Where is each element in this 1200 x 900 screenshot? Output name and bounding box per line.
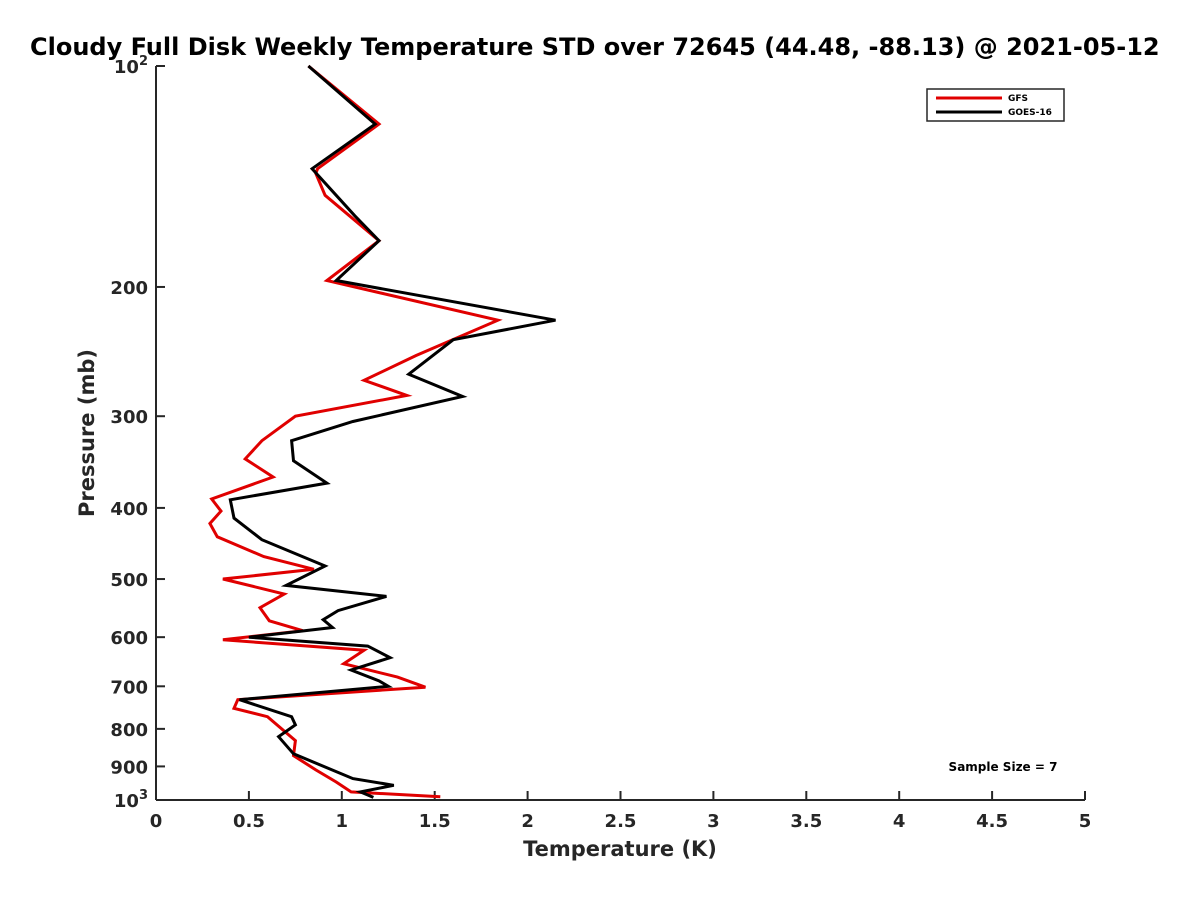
x-tick-label: 3.5 [790, 811, 822, 832]
y-tick-label: 102 [114, 54, 148, 78]
x-tick-label: 5 [1079, 811, 1092, 832]
series-line-goes-16 [228, 64, 556, 799]
y-tick-label: 700 [110, 677, 148, 698]
x-tick-label: 4.5 [976, 811, 1008, 832]
legend-box [926, 88, 1065, 122]
x-tick-label: 0 [150, 811, 163, 832]
y-tick-label: 800 [110, 720, 148, 741]
x-tick-label: 4 [893, 811, 906, 832]
y-tick-label: 400 [110, 499, 148, 520]
x-tick-label: 3 [707, 811, 720, 832]
x-tick-label: 2 [521, 811, 534, 832]
y-tick-label: 900 [110, 757, 148, 778]
y-tick-label: 500 [110, 570, 148, 591]
x-tick-label: 0.5 [233, 811, 265, 832]
y-tick-label: 103 [114, 788, 148, 812]
sample-size-note: Sample Size = 7 [949, 760, 1058, 774]
x-tick-label: 2.5 [605, 811, 637, 832]
legend: GFS GOES-16 [926, 88, 1065, 122]
x-tick-label: 1.5 [419, 811, 451, 832]
y-tick-label: 600 [110, 628, 148, 649]
legend-label: GOES-16 [1008, 108, 1052, 118]
x-tick-label: 1 [336, 811, 349, 832]
axes: 0 0.5 1 1.5 2 2.5 3 3.5 4 4.5 5 102 200 300 400 500 600 7… [110, 54, 1091, 832]
y-axis-label: Pressure (mb) [75, 349, 99, 517]
x-axis-label: Temperature (K) [523, 837, 717, 861]
series-layer [208, 64, 556, 799]
series-line-gfs [208, 64, 503, 799]
legend-label: GFS [1008, 94, 1028, 104]
chart-title: Cloudy Full Disk Weekly Temperature STD … [30, 33, 1160, 61]
y-tick-label: 300 [110, 407, 148, 428]
y-tick-label: 200 [110, 278, 148, 299]
